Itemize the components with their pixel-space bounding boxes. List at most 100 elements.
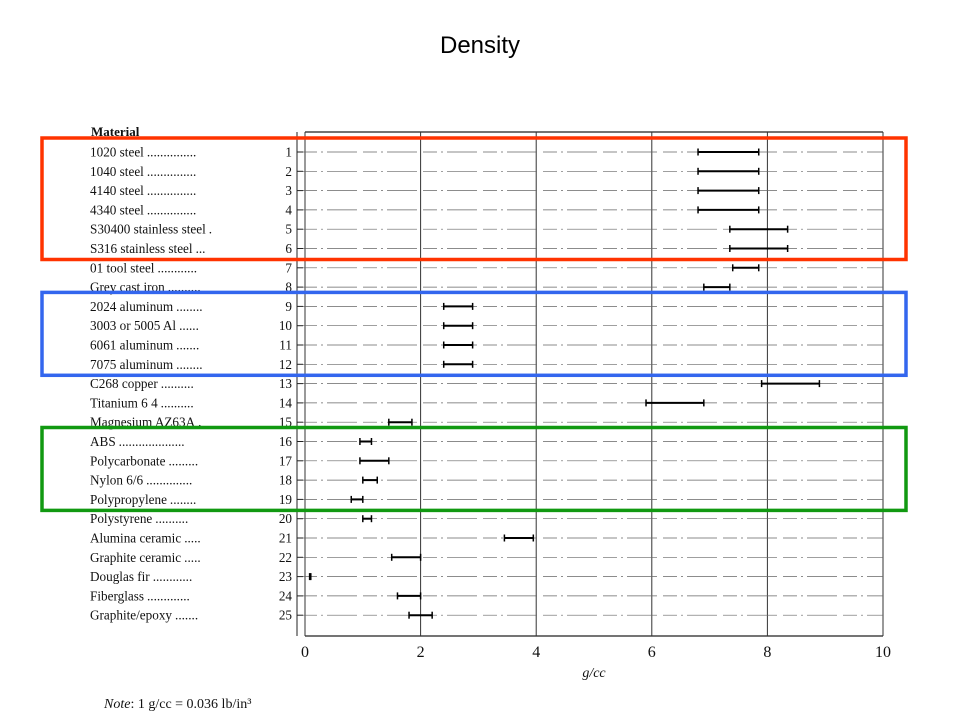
table-header: Material [91, 124, 140, 139]
material-name: Polypropylene [90, 492, 167, 507]
density-range-4 [697, 206, 760, 214]
x-axis-label: g/cc [582, 666, 606, 681]
dot-leader: ........ [176, 299, 202, 314]
material-number: 16 [279, 434, 293, 449]
density-range-2 [697, 167, 760, 175]
density-range-11 [442, 341, 474, 349]
density-range-17 [359, 457, 390, 465]
highlight-box-3 [40, 425, 908, 513]
highlight-box-1 [40, 136, 908, 262]
material-name: 7075 aluminum [90, 357, 174, 372]
dot-leader: ............ [153, 569, 193, 584]
dot-leader: ....... [175, 608, 198, 623]
material-name: 3003 or 5005 Al [90, 318, 176, 333]
x-tick-label-4: 4 [532, 644, 540, 661]
material-number: 12 [279, 357, 292, 372]
bars-layer [308, 148, 821, 619]
material-number: 6 [285, 241, 292, 256]
dot-leader: ... [196, 241, 206, 256]
material-name: 1020 steel [90, 145, 144, 160]
dot-leader: .................... [119, 434, 185, 449]
material-name: Nylon 6/6 [90, 473, 144, 488]
dot-leader: ............... [147, 202, 196, 217]
density-range-23 [308, 573, 312, 581]
density-range-10 [442, 322, 474, 330]
dot-leader: ...... [179, 318, 199, 333]
material-name: S316 stainless steel [90, 241, 193, 256]
material-number: 20 [279, 511, 293, 526]
dot-leader: .......... [155, 511, 188, 526]
dot-leader: . [198, 415, 201, 430]
density-range-21 [503, 534, 535, 542]
density-range-9 [442, 302, 474, 310]
material-number: 21 [279, 531, 292, 546]
unit-note: Note: 1 g/cc = 0.036 lb/in³ [104, 697, 251, 713]
dot-leader: ............ [157, 260, 197, 275]
material-number: 4 [285, 202, 292, 217]
material-number: 17 [279, 453, 293, 468]
material-number: 14 [279, 395, 293, 410]
density-range-7 [731, 264, 760, 272]
material-number: 1 [285, 145, 292, 160]
density-range-16 [359, 438, 373, 445]
dot-leader: ............... [147, 164, 196, 179]
material-name: Alumina ceramic [90, 531, 181, 546]
dot-leader: ............. [147, 588, 190, 603]
density-range-5 [729, 225, 789, 233]
dot-leader: .......... [161, 395, 194, 410]
x-tick-label-0: 0 [301, 644, 309, 661]
material-number: 10 [279, 318, 293, 333]
material-name: Polystyrene [90, 511, 152, 526]
material-number: 19 [279, 492, 293, 507]
material-number: 9 [285, 299, 292, 314]
material-number: 2 [285, 164, 292, 179]
density-range-12 [442, 360, 474, 368]
x-tick-label-2: 2 [417, 644, 425, 661]
dot-leader: ........ [170, 492, 196, 507]
material-name: Polycarbonate [90, 453, 166, 468]
dot-leader: ....... [176, 338, 199, 353]
material-number: 24 [279, 588, 293, 603]
note-text: : 1 g/cc = 0.036 lb/in³ [130, 697, 252, 712]
dot-leader: . [209, 222, 212, 237]
density-range-1 [697, 148, 760, 156]
slide-title: Density [439, 32, 521, 59]
axis-layer: 0 2 4 6 8 10 g/cc [301, 644, 891, 681]
dot-leader: ..... [184, 550, 200, 565]
material-number: 23 [279, 569, 293, 584]
material-number: 8 [285, 280, 292, 295]
material-name: Douglas fir [90, 569, 150, 584]
material-number: 3 [285, 183, 292, 198]
x-tick-label-6: 6 [648, 644, 656, 661]
highlight-box-2 [40, 290, 908, 378]
material-name: Graphite ceramic [90, 550, 181, 565]
material-name: 4340 steel [90, 202, 144, 217]
material-name: 6061 aluminum [90, 338, 174, 353]
material-name: ABS [90, 434, 116, 449]
material-name: C268 copper [90, 376, 158, 391]
material-number: 25 [279, 608, 293, 623]
material-number: 7 [285, 260, 292, 275]
box-layer [40, 136, 908, 513]
material-name: Fiberglass [90, 588, 144, 603]
dot-leader: ..... [184, 531, 200, 546]
x-tick-label-10: 10 [875, 644, 891, 661]
grid-layer [296, 131, 884, 637]
dot-leader: ............... [147, 183, 196, 198]
material-number: 18 [279, 473, 293, 488]
material-name: 01 tool steel [90, 260, 155, 275]
material-number: 5 [285, 222, 292, 237]
material-name: 1040 steel [90, 164, 144, 179]
material-name: 4140 steel [90, 183, 144, 198]
density-range-8 [703, 283, 731, 291]
density-range-15 [388, 418, 413, 426]
dot-leader: ........ [176, 357, 202, 372]
density-range-6 [729, 245, 789, 252]
dot-leader: .............. [146, 473, 192, 488]
material-name: Titanium 6 4 [90, 395, 158, 410]
material-number: 13 [279, 376, 293, 391]
material-name: S30400 stainless steel [90, 222, 206, 237]
density-range-18 [362, 476, 378, 484]
density-range-20 [362, 515, 373, 523]
